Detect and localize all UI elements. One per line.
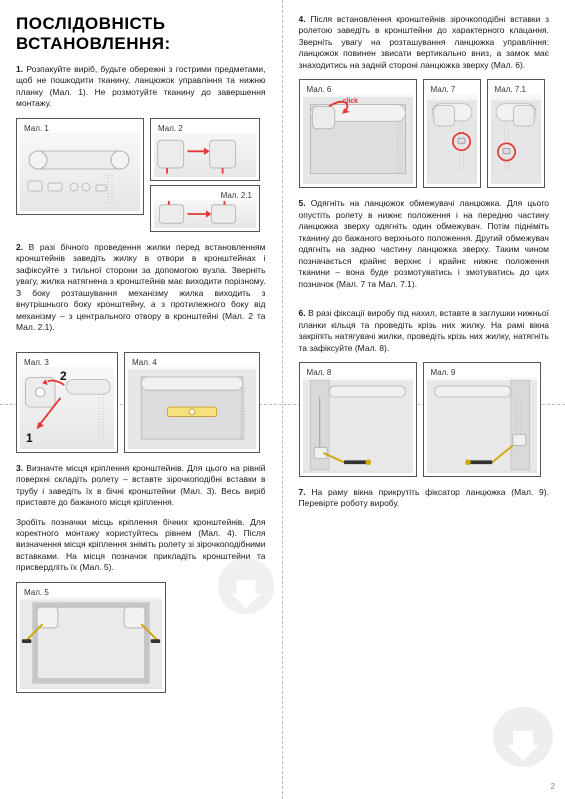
step-text-7: На раму вікна прикрутіть фіксатор ланцюж…: [299, 487, 549, 508]
figure-7-1-label: Мал. 7.1: [491, 83, 541, 94]
step-number-5: 5.: [299, 198, 306, 208]
figure-8-svg: [303, 377, 413, 473]
figure-6-label: Мал. 6: [303, 83, 413, 94]
arrow-number-2: 2: [60, 369, 67, 383]
step-number-4: 4.: [299, 14, 306, 24]
watermark-icon: [216, 556, 276, 616]
figure-3-label: Мал. 3: [20, 356, 114, 367]
step-text-4: Після встановлення кронштейнів зірочкопо…: [299, 14, 550, 70]
figure-3-svg: [20, 367, 114, 449]
figure-6-svg: [303, 94, 413, 184]
figure-5-body: [20, 597, 162, 689]
step-text-6: В разі фіксації виробу під нахил, вставт…: [299, 308, 550, 352]
step-number-7: 7.: [299, 487, 306, 497]
arrow-number-1: 1: [26, 431, 33, 445]
page-title: ПОСЛІДОВНІСТЬ ВСТАНОВЛЕННЯ:: [16, 14, 266, 54]
figure-7-svg: [427, 94, 477, 184]
figure-4-svg: [128, 367, 256, 449]
step-text-2: В разі бічного проведення жилки перед вс…: [16, 242, 266, 332]
figure-1: Мал. 1: [16, 118, 144, 215]
paragraph-1: 1. Розпакуйте виріб, будьте обережні з г…: [16, 64, 266, 110]
figure-7-body: [427, 94, 477, 184]
figure-2-body: [154, 133, 256, 177]
figure-6: Мал. 6 click: [299, 79, 417, 188]
figure-7-label: Мал. 7: [427, 83, 477, 94]
figure-9-svg: [427, 377, 537, 473]
figure-3: Мал. 3 1 2: [16, 352, 118, 453]
figure-row-2: Мал. 3 1 2: [16, 352, 266, 453]
figure-2-svg: [154, 133, 256, 177]
page: ПОСЛІДОВНІСТЬ ВСТАНОВЛЕННЯ: 1. Розпакуйт…: [0, 0, 565, 799]
figure-1-body: [20, 133, 140, 211]
figure-row-4: Мал. 6 click Мал. 7: [299, 79, 550, 188]
figure-5-svg: [20, 597, 162, 689]
figure-2-label: Мал. 2: [154, 122, 256, 133]
step-text-5: Одягніть на ланцюжок обмежувачі ланцюжка…: [299, 198, 550, 288]
step-number-1: 1.: [16, 64, 23, 74]
figure-4: Мал. 4: [124, 352, 260, 453]
watermark-icon: [491, 705, 555, 769]
figure-2-1-body: [154, 200, 256, 228]
figure-4-body: [128, 367, 256, 449]
figure-2-1-label: Мал. 2.1: [154, 189, 256, 200]
step-number-2: 2.: [16, 242, 23, 252]
figure-row-5: Мал. 8 Мал. 9: [299, 362, 550, 477]
figure-2-1-svg: [154, 200, 256, 228]
click-label: click: [343, 98, 359, 105]
step-text-3a: Визначте місця кріплення кронштейнів. Дл…: [16, 463, 266, 507]
figure-5: Мал. 5: [16, 582, 166, 693]
figure-2: Мал. 2: [150, 118, 260, 181]
figure-6-body: click: [303, 94, 413, 184]
figure-8-label: Мал. 8: [303, 366, 413, 377]
figure-8: Мал. 8: [299, 362, 417, 477]
left-column: ПОСЛІДОВНІСТЬ ВСТАНОВЛЕННЯ: 1. Розпакуйт…: [0, 0, 283, 799]
paragraph-2: 2. В разі бічного проведення жилки перед…: [16, 242, 266, 334]
figure-9-body: [427, 377, 537, 473]
figure-7-1-svg: [491, 94, 541, 184]
figure-3-body: 1 2: [20, 367, 114, 449]
page-number: 2: [551, 782, 555, 791]
step-number-6: 6.: [299, 308, 306, 318]
right-column: 4. Після встановлення кронштейнів зірочк…: [283, 0, 565, 799]
paragraph-3a: 3. Визначте місця кріплення кронштейнів.…: [16, 463, 266, 509]
figure-1-label: Мал. 1: [20, 122, 140, 133]
figure-5-label: Мал. 5: [20, 586, 162, 597]
figure-4-label: Мал. 4: [128, 356, 256, 367]
figure-8-body: [303, 377, 413, 473]
figure-7: Мал. 7: [423, 79, 481, 188]
step-number-3: 3.: [16, 463, 23, 473]
figure-7-1-body: [491, 94, 541, 184]
figure-9: Мал. 9: [423, 362, 541, 477]
paragraph-4: 4. Після встановлення кронштейнів зірочк…: [299, 14, 550, 71]
paragraph-5: 5. Одягніть на ланцюжок обмежувачі ланцю…: [299, 198, 550, 290]
figure-2-1: Мал. 2.1: [150, 185, 260, 232]
paragraph-6: 6. В разі фіксації виробу під нахил, вст…: [299, 308, 550, 354]
step-text-1: Розпакуйте виріб, будьте обережні з гост…: [16, 64, 266, 108]
figure-9-label: Мал. 9: [427, 366, 537, 377]
paragraph-7: 7. На раму вікна прикрутіть фіксатор лан…: [299, 487, 550, 510]
figure-1-svg: [20, 133, 140, 211]
figure-7-1: Мал. 7.1: [487, 79, 545, 188]
figure-row-1: Мал. 1: [16, 118, 266, 232]
